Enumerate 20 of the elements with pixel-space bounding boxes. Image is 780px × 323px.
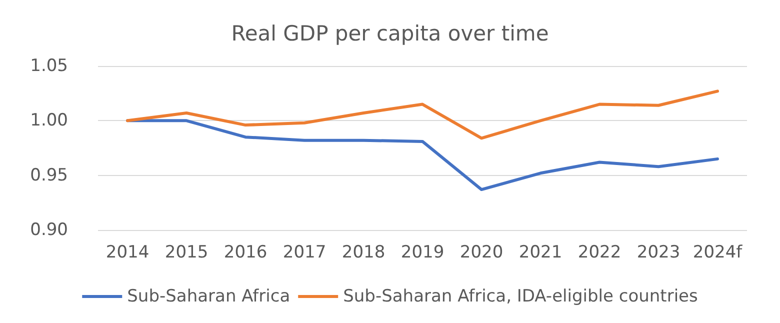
x-tick-label: 2015 bbox=[164, 242, 208, 262]
line-series bbox=[126, 90, 719, 140]
x-tick-label: 2022 bbox=[578, 242, 622, 262]
x-tick-label: 2021 bbox=[518, 242, 562, 262]
y-tick-label: 0.90 bbox=[30, 220, 68, 240]
x-tick-label: 2024f bbox=[692, 242, 744, 262]
x-tick-label: 2016 bbox=[224, 242, 268, 262]
x-tick-label: 2018 bbox=[342, 242, 386, 262]
x-tick-label: 2019 bbox=[400, 242, 444, 262]
legend-label: Sub-Saharan Africa, IDA-eligible countries bbox=[343, 286, 698, 306]
legend-label: Sub-Saharan Africa bbox=[127, 286, 290, 306]
x-tick-label: 2017 bbox=[282, 242, 326, 262]
x-tick-label: 2014 bbox=[106, 242, 150, 262]
chart-title: Real GDP per capita over time bbox=[231, 22, 549, 46]
line-series bbox=[126, 119, 719, 192]
y-tick-label: 1.00 bbox=[30, 110, 68, 131]
x-tick-label: 2023 bbox=[636, 242, 680, 262]
y-tick-label: 0.95 bbox=[30, 165, 68, 186]
y-tick-label: 1.05 bbox=[30, 56, 68, 76]
x-tick-label: 2020 bbox=[460, 242, 504, 262]
